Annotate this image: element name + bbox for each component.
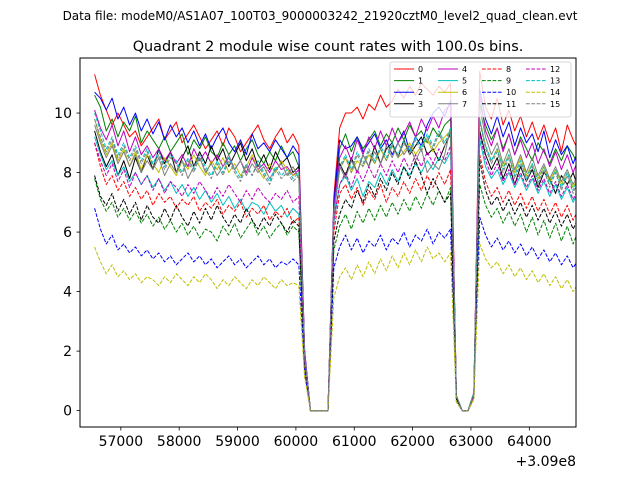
legend-label-9: 9 [506, 77, 511, 86]
legend-label-8: 8 [506, 65, 511, 74]
y-tick-label-8: 8 [63, 166, 72, 182]
x-tick-label-61000: 61000 [332, 434, 377, 450]
legend-label-4: 4 [462, 65, 467, 74]
legend-box [389, 61, 572, 118]
legend-label-13: 13 [550, 77, 560, 86]
legend-label-11: 11 [506, 100, 516, 109]
series-line-8 [94, 142, 576, 412]
legend-label-7: 7 [462, 100, 467, 109]
legend-label-6: 6 [462, 88, 467, 97]
series-line-11 [94, 160, 576, 412]
x-tick-label-59000: 59000 [215, 434, 260, 450]
legend-label-3: 3 [418, 100, 423, 109]
x-tick-label-63000: 63000 [449, 434, 494, 450]
series-line-2 [94, 88, 576, 412]
y-axis: 0 2 4 6 8 10 [54, 106, 80, 420]
legend-label-10: 10 [506, 88, 516, 97]
series-line-13 [94, 112, 576, 412]
legend-label-12: 12 [550, 65, 560, 74]
legend-label-2: 2 [418, 88, 423, 97]
series-line-14 [94, 243, 576, 412]
y-tick-label-4: 4 [63, 285, 72, 301]
series-line-7 [94, 106, 576, 412]
plot-area [79, 57, 577, 428]
y-tick-label-6: 6 [63, 225, 72, 241]
legend-label-0: 0 [418, 65, 423, 74]
x-tick-label-64000: 64000 [507, 434, 552, 450]
x-tick-label-62000: 62000 [390, 434, 435, 450]
series-line-12 [94, 133, 576, 412]
x-offset-label: +3.09e8 [516, 454, 576, 470]
series-layer [94, 70, 576, 412]
series-line-10 [94, 208, 576, 412]
chart-title: Quadrant 2 module wise count rates with … [133, 39, 524, 55]
legend-label-5: 5 [462, 77, 467, 86]
y-tick-label-0: 0 [63, 404, 72, 420]
legend-label-15: 15 [550, 100, 560, 109]
series-line-15 [94, 118, 576, 412]
suptitle: Data file: modeM0/AS1A07_100T03_90000032… [63, 9, 578, 23]
legend-label-14: 14 [550, 88, 560, 97]
legend-label-1: 1 [418, 77, 423, 86]
series-line-4 [94, 94, 576, 412]
x-tick-label-58000: 58000 [157, 434, 202, 450]
x-axis: 57000 58000 59000 60000 61000 62000 63000 64000 [99, 427, 552, 450]
y-tick-label-10: 10 [54, 106, 72, 122]
axes-frame [79, 57, 577, 428]
x-tick-label-57000: 57000 [99, 434, 144, 450]
x-tick-label-60000: 60000 [274, 434, 319, 450]
y-tick-label-2: 2 [63, 344, 72, 360]
series-line-0 [94, 70, 576, 412]
